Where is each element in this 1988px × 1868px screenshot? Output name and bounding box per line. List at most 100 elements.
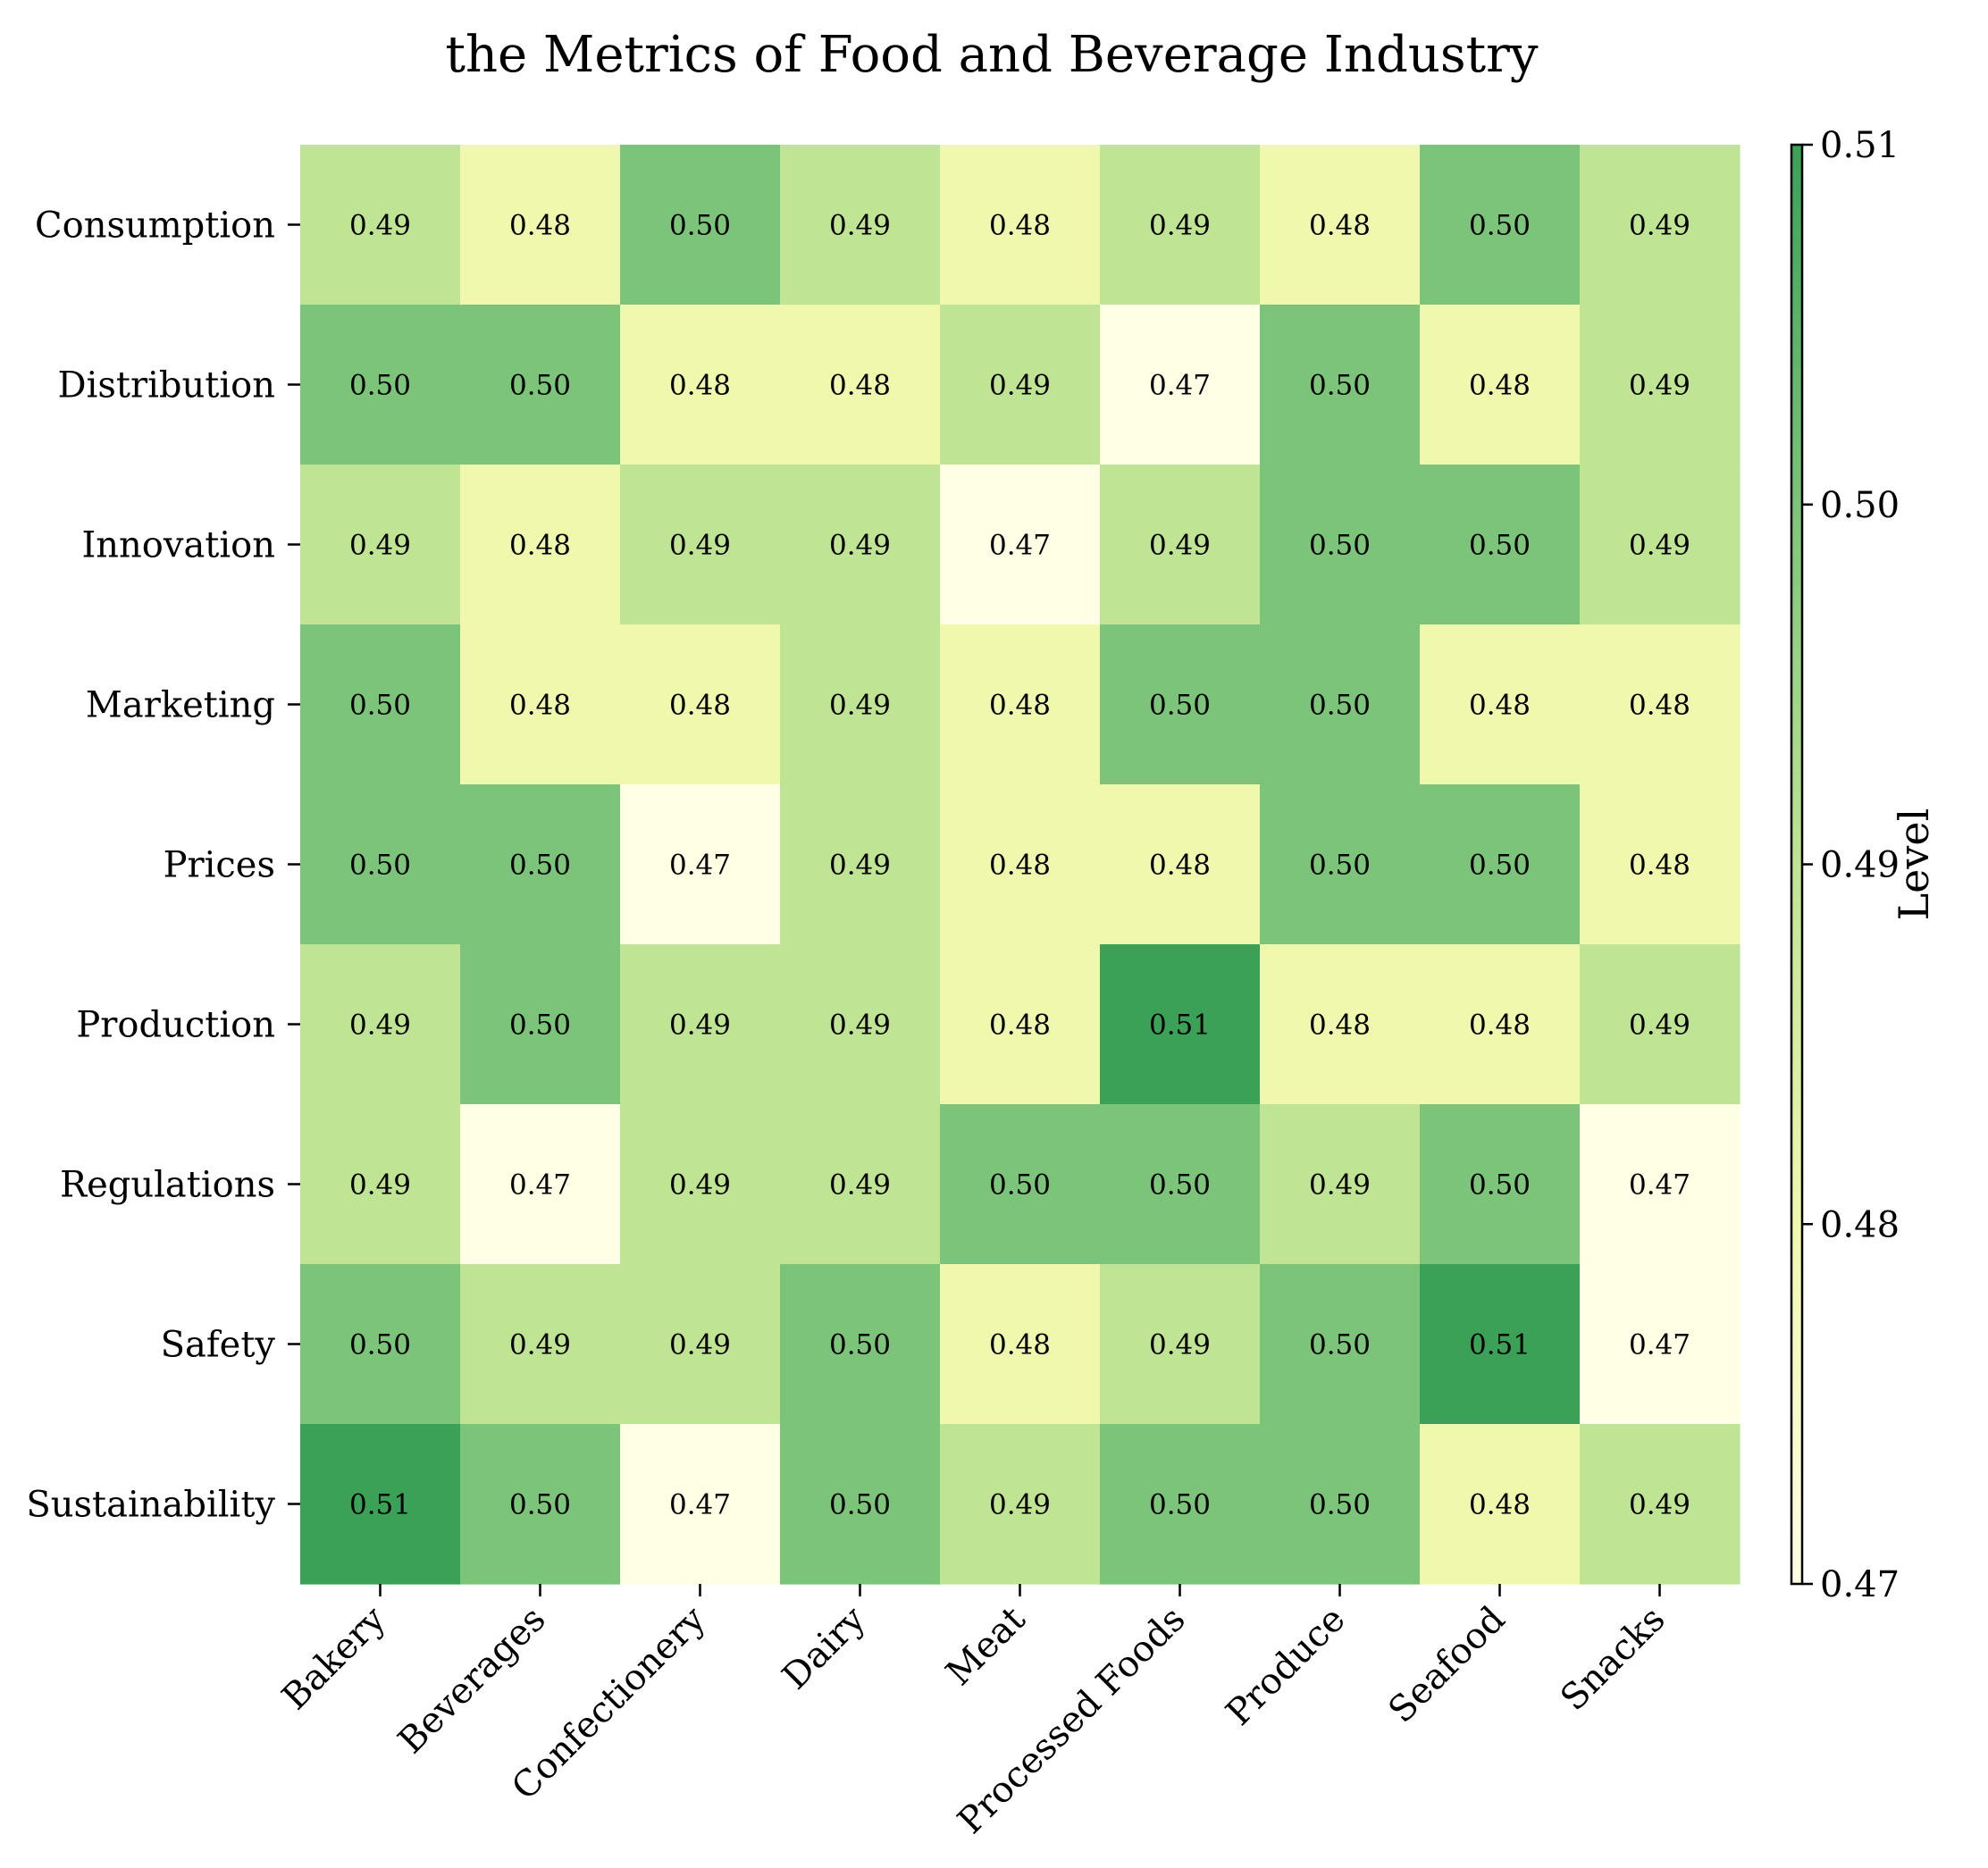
heatmap-cell xyxy=(940,1104,1101,1265)
cell-value-label: 0.49 xyxy=(989,1489,1051,1521)
heatmap-cell xyxy=(300,1104,461,1265)
cell-value-label: 0.49 xyxy=(1629,370,1690,402)
y-axis: Consumption Distribution Innovation Marketi… xyxy=(26,205,300,1526)
heatmap-cell xyxy=(940,1424,1101,1585)
heatmap-cell xyxy=(940,1264,1101,1425)
heatmap-cell xyxy=(300,465,461,625)
heatmap-cell xyxy=(620,944,781,1105)
cell-value-label: 0.48 xyxy=(669,370,731,402)
heatmap-cell xyxy=(1580,465,1741,625)
heatmap-cell xyxy=(940,305,1101,465)
heatmap-cell xyxy=(940,944,1101,1105)
colorbar-gradient xyxy=(1790,143,1804,1586)
heatmap-cell xyxy=(1420,1264,1581,1425)
cell-value-label: 0.47 xyxy=(669,1489,731,1521)
cell-value-label: 0.47 xyxy=(1629,1329,1690,1361)
cell-value-label: 0.49 xyxy=(669,1009,731,1042)
cell-value-label: 0.50 xyxy=(1469,850,1531,882)
cell-value-label: 0.48 xyxy=(1309,1009,1371,1042)
heatmap-cell xyxy=(1100,1104,1261,1265)
colorbar: 0.47 0.48 0.49 0.50 0.51 Level xyxy=(1790,125,1938,1605)
heatmap-cell xyxy=(780,1104,941,1265)
x-tick-label: Seafood xyxy=(1380,1599,1513,1731)
heatmap-cell xyxy=(1420,1104,1581,1265)
cell-value-label: 0.48 xyxy=(989,210,1051,242)
heatmap-cell xyxy=(460,624,621,785)
heatmap-cell xyxy=(1580,145,1741,306)
heatmap-cell xyxy=(1100,1264,1261,1425)
heatmap-cell xyxy=(1260,1104,1421,1265)
heatmap-cell xyxy=(1580,784,1741,945)
cell-value-label: 0.47 xyxy=(1629,1169,1690,1202)
heatmap-cell xyxy=(620,1264,781,1425)
cell-value-label: 0.50 xyxy=(509,850,571,882)
heatmap-cell xyxy=(1260,465,1421,625)
y-tick-label: Production xyxy=(76,1005,275,1046)
colorbar-tick-label: 0.48 xyxy=(1820,1204,1900,1245)
cell-value-label: 0.47 xyxy=(669,850,731,882)
cell-value-label: 0.49 xyxy=(829,210,891,242)
cell-value-label: 0.50 xyxy=(349,690,411,722)
cell-value-label: 0.50 xyxy=(829,1489,891,1521)
heatmap-cell xyxy=(460,1104,621,1265)
heatmap-cell xyxy=(620,465,781,625)
heatmap-cell xyxy=(300,145,461,306)
heatmap-cell xyxy=(780,944,941,1105)
heatmap-cell xyxy=(1100,305,1261,465)
heatmap-cell xyxy=(300,944,461,1105)
cell-value-label: 0.49 xyxy=(349,1169,411,1202)
heatmap-cell xyxy=(300,624,461,785)
y-tick-label: Regulations xyxy=(60,1165,275,1206)
heatmap-cell xyxy=(1100,145,1261,306)
cell-value-label: 0.48 xyxy=(1629,850,1690,882)
cell-value-label: 0.49 xyxy=(349,530,411,562)
cell-value-label: 0.49 xyxy=(1629,1489,1690,1521)
cell-value-label: 0.50 xyxy=(1469,1169,1531,1202)
cell-value-label: 0.51 xyxy=(349,1489,411,1521)
y-tick-label: Prices xyxy=(164,845,275,886)
cell-value-label: 0.50 xyxy=(1309,1329,1371,1361)
y-tick-label: Distribution xyxy=(58,365,275,406)
heatmap-cell xyxy=(300,305,461,465)
cell-value-label: 0.48 xyxy=(989,1329,1051,1361)
cell-value-label: 0.49 xyxy=(829,1009,891,1042)
cell-value-label: 0.50 xyxy=(1309,850,1371,882)
heatmap-cell xyxy=(1580,305,1741,465)
heatmap-cell xyxy=(460,1424,621,1585)
heatmap-cell xyxy=(1100,1424,1261,1585)
cell-value-label: 0.48 xyxy=(1469,370,1531,402)
heatmap-cell-labels: 0.49 0.48 0.50 0.49 0.48 0.49 0.48 0.50 0.49 0.50… xyxy=(349,210,1690,1521)
cell-value-label: 0.50 xyxy=(349,1329,411,1361)
y-tick-label: Safety xyxy=(161,1325,276,1366)
cell-value-label: 0.50 xyxy=(349,850,411,882)
heatmap-cell xyxy=(780,624,941,785)
y-tick-label: Innovation xyxy=(81,525,275,566)
colorbar-tick-label: 0.49 xyxy=(1820,845,1900,886)
cell-value-label: 0.49 xyxy=(989,370,1051,402)
heatmap-cell xyxy=(1420,305,1581,465)
x-tick-label: Produce xyxy=(1219,1599,1354,1734)
colorbar-label: Level xyxy=(1890,808,1938,921)
cell-value-label: 0.48 xyxy=(1309,210,1371,242)
cell-value-label: 0.50 xyxy=(829,1329,891,1361)
cell-value-label: 0.48 xyxy=(989,690,1051,722)
cell-value-label: 0.47 xyxy=(509,1169,571,1202)
heatmap-cell xyxy=(780,465,941,625)
heatmap-cell xyxy=(940,624,1101,785)
colorbar-tick-label: 0.50 xyxy=(1820,485,1900,526)
cell-value-label: 0.48 xyxy=(1469,1489,1531,1521)
heatmap-cell xyxy=(1420,784,1581,945)
cell-value-label: 0.48 xyxy=(1469,1009,1531,1042)
cell-value-label: 0.50 xyxy=(1309,1489,1371,1521)
x-tick-label: Dairy xyxy=(775,1598,874,1697)
heatmap-cell xyxy=(300,1424,461,1585)
cell-value-label: 0.47 xyxy=(989,530,1051,562)
y-tick-label: Sustainability xyxy=(26,1485,275,1526)
heatmap-cell xyxy=(780,145,941,306)
heatmap-cell xyxy=(1580,944,1741,1105)
heatmap-cell xyxy=(1420,465,1581,625)
heatmap-cell xyxy=(620,145,781,306)
cell-value-label: 0.50 xyxy=(349,370,411,402)
